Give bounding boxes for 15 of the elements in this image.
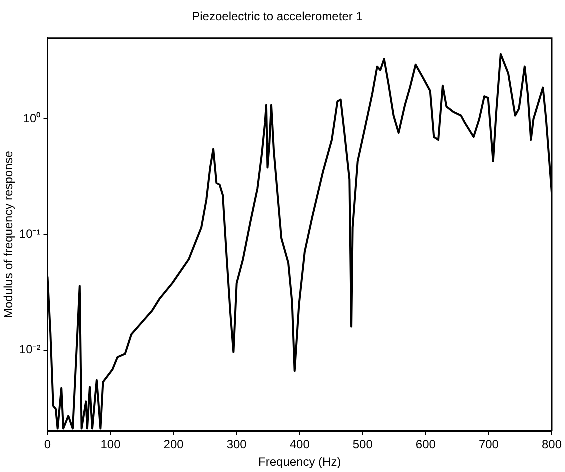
x-tick-label: 700 — [478, 438, 500, 452]
x-tick-label: 200 — [164, 438, 184, 452]
x-tick-label: 600 — [416, 438, 436, 452]
y-tick-label: 10⁻² — [19, 342, 41, 357]
x-axis-title: Frequency (Hz) — [258, 455, 342, 470]
x-tick-label: 500 — [352, 438, 374, 452]
x-tick-label: 100 — [100, 438, 122, 452]
x-tick-label: 800 — [542, 438, 562, 452]
y-axis-title: Modulus of frequency response — [2, 150, 16, 319]
y-tick-label: 10⁻¹ — [19, 227, 41, 242]
x-tick-label: 400 — [290, 438, 310, 452]
chart-title: Piezoelectric to accelerometer 1 — [192, 10, 364, 24]
x-tick-label: 0 — [44, 438, 52, 452]
x-tick-label: 300 — [226, 438, 248, 452]
y-tick-label: 10⁰ — [23, 112, 41, 126]
